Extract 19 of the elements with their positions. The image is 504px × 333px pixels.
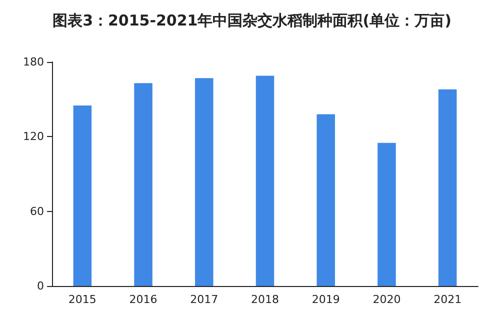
y-tick-label: 0 [37,280,44,292]
bar [438,89,457,286]
x-tick-label: 2017 [190,293,218,306]
y-tick-label: 120 [23,130,44,144]
bar [73,106,92,286]
x-tick-label: 2015 [68,293,96,306]
y-tick-label: 180 [23,56,44,68]
bar [134,83,152,286]
x-tick-label: 2021 [434,293,462,306]
x-tick-label: 2018 [251,293,279,306]
y-tick-label: 60 [30,204,44,218]
bar [378,142,396,286]
bar [195,78,214,286]
x-tick-label: 2019 [312,293,340,306]
bar [316,114,335,286]
bar [256,76,274,286]
chart-title: 图表3：2015-2021年中国杂交水稻制种面积(单位：万亩) [52,12,452,30]
x-tick-label: 2016 [129,293,158,306]
x-tick-label: 2020 [372,293,401,306]
